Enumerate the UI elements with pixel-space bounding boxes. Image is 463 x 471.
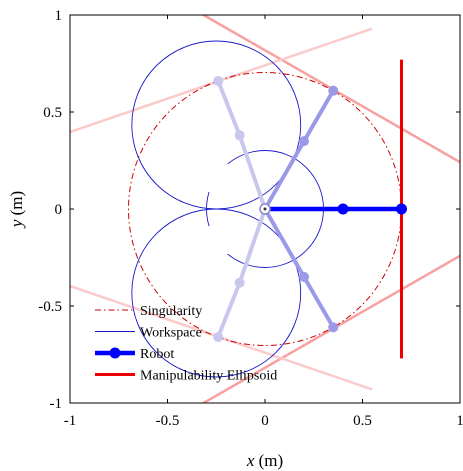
x-tick-label-2: 0 [261,413,269,429]
robot-current-joint-0 [337,203,349,215]
robot-ghost-joint-1-0 [299,136,309,147]
robot-ghost-joint-2-1 [213,332,224,343]
y-axis-title: y (m) [7,191,26,229]
robot-ghost-joint-3-0 [299,271,309,282]
robot-ghost-joint-2-0 [234,277,245,288]
workspace-gap-0 [208,163,235,192]
x-tick-label-4: 1 [456,413,463,429]
workspace-lobe-1 [131,208,302,378]
legend: Singularity Workspace Robot Manipulability … [95,304,277,384]
robot-base-center [263,207,267,211]
workspace-gap-1 [208,226,235,255]
legend-label-2: Robot [140,347,174,362]
y-tick-label-4: 1 [55,8,63,24]
x-tick-label-1: -0.5 [156,413,180,429]
y-tick-label-0: -1 [50,396,63,412]
robot-ghost-joint-0-1 [213,75,224,86]
y-tick-label-2: 0 [55,202,63,218]
robot-current-joint-1 [396,203,407,215]
x-tick-label-0: -1 [64,413,77,429]
legend-label-0: Singularity [140,304,202,319]
legend-swatch-marker-2 [109,347,121,359]
y-tick-label-3: 0.5 [43,105,62,121]
legend-label-3: Manipulability Ellipsoid [140,369,277,384]
x-tick-label-3: 0.5 [353,413,372,429]
legend-label-1: Workspace [140,326,202,341]
y-tick-label-1: -0.5 [38,299,62,315]
robot-ghost-joint-0-0 [234,130,245,141]
x-axis-title: x (m) [246,451,283,470]
robot-ghost-joint-3-1 [328,322,339,333]
robot-ghost-joint-1-1 [328,85,339,96]
